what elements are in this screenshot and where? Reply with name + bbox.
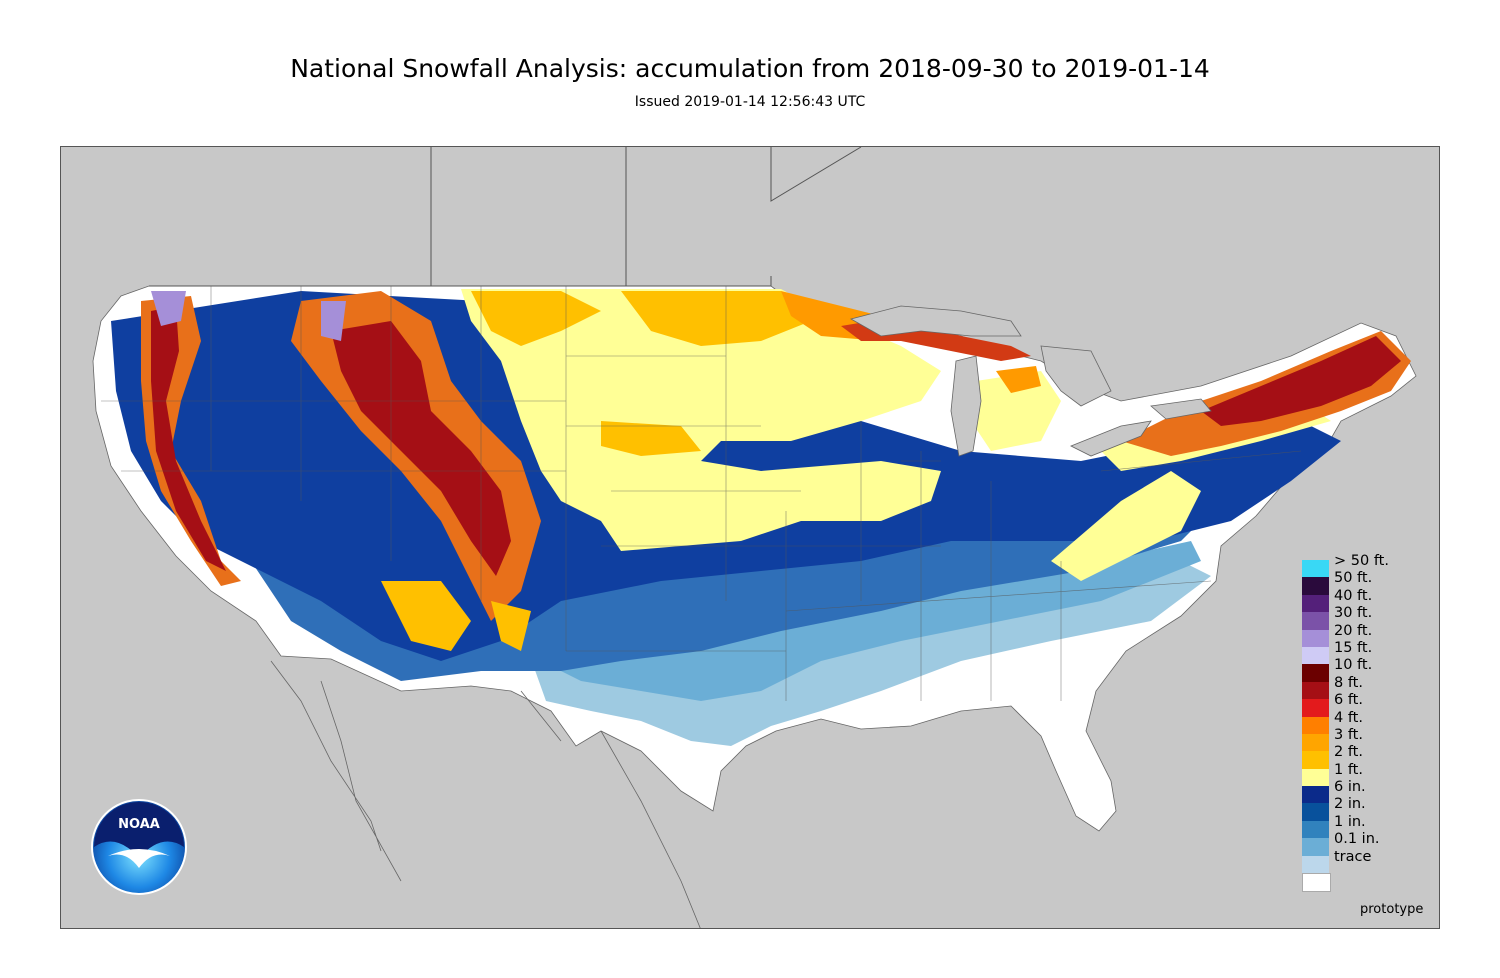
noaa-logo-text: NOAA (118, 817, 160, 832)
legend-label: 30 ft. (1334, 605, 1373, 622)
legend-swatch (1302, 612, 1329, 630)
legend-entry: 4 ft. (1302, 710, 1442, 734)
legend-swatch (1302, 560, 1329, 578)
legend-swatch (1302, 733, 1329, 752)
legend-entry: 0.1 in. (1302, 831, 1442, 856)
legend-swatch (1302, 629, 1329, 647)
legend-label: 3 ft. (1334, 726, 1363, 743)
legend-swatch (1302, 577, 1329, 595)
legend-entry: 40 ft. (1302, 588, 1442, 613)
snowfall-map-canvas (92, 147, 1417, 928)
lake-michigan (950, 355, 982, 457)
legend-label: 50 ft. (1334, 570, 1373, 587)
legend-entry: trace (1302, 849, 1442, 874)
legend-entry: 15 ft. (1302, 640, 1442, 665)
legend-label: 1 ft. (1334, 761, 1363, 778)
legend-swatch (1302, 803, 1329, 821)
noaa-logo: NOAA (90, 798, 188, 896)
one-foot-midwest (971, 371, 1061, 451)
snowfall-legend: > 50 ft. 50 ft. 40 ft. 30 ft. 20 ft. 15 ft. 10… (1302, 553, 1442, 893)
legend-entry: 3 ft. (1302, 727, 1442, 752)
legend-label: 10 ft. (1334, 657, 1373, 674)
mountain-snow-rockies-core (331, 321, 511, 576)
legend-entry: 20 ft. (1302, 623, 1442, 647)
legend-label: 6 in. (1334, 779, 1366, 796)
map-title: National Snowfall Analysis: accumulation… (290, 54, 1210, 83)
legend-entry (1302, 873, 1442, 893)
legend-swatch (1302, 716, 1329, 734)
mexico-coast (270, 660, 701, 928)
one-foot-region (461, 289, 941, 551)
legend-label: 0.1 in. (1334, 831, 1380, 848)
legend-swatch (1302, 786, 1329, 804)
legend-entry: > 50 ft. (1302, 553, 1442, 578)
legend-swatch (1302, 681, 1329, 700)
legend-entry: 2 in. (1302, 796, 1442, 821)
legend-swatch (1302, 838, 1329, 856)
legend-entry: 6 ft. (1302, 692, 1442, 717)
legend-label: 40 ft. (1334, 587, 1373, 604)
legend-entry: 1 in. (1302, 814, 1442, 839)
legend-entry: 8 ft. (1302, 675, 1442, 700)
legend-swatch (1302, 855, 1329, 874)
lake-superior (849, 305, 1022, 337)
issued-timestamp: Issued 2019-01-14 12:56:43 UTC (634, 94, 866, 110)
legend-label: 15 ft. (1334, 639, 1373, 656)
michigan-snowbelt (996, 366, 1041, 393)
legend-label: trace (1334, 848, 1372, 865)
legend-swatch (1302, 699, 1329, 717)
legend-swatch (1302, 594, 1329, 613)
legend-entry: 1 ft. (1302, 762, 1442, 787)
prototype-label: prototype (1360, 902, 1424, 917)
legend-swatch (1302, 751, 1329, 769)
legend-swatch (1302, 768, 1329, 787)
legend-entry: 50 ft. (1302, 570, 1442, 595)
legend-swatch (1302, 820, 1329, 839)
one-foot-appalachian (1051, 471, 1201, 581)
legend-label: 2 ft. (1334, 744, 1363, 761)
legend-swatch (1302, 873, 1331, 893)
legend-label: > 50 ft. (1334, 553, 1389, 569)
lake-erie (1070, 420, 1152, 457)
state-borders (101, 286, 1302, 701)
snowfall-map[interactable] (60, 146, 1440, 929)
lake-huron (1040, 345, 1112, 407)
legend-swatch (1302, 646, 1329, 665)
legend-entry: 30 ft. (1302, 605, 1442, 630)
northeast-heaviest (1201, 336, 1401, 426)
legend-label: 4 ft. (1334, 709, 1363, 726)
canada-border (149, 147, 862, 287)
legend-label: 1 in. (1334, 813, 1366, 830)
legend-label: 20 ft. (1334, 622, 1373, 639)
mountain-snow-high-peaks (151, 291, 346, 341)
legend-label: 8 ft. (1334, 674, 1363, 691)
lake-ontario (1150, 398, 1212, 420)
legend-swatch (1302, 664, 1329, 682)
legend-label: 6 ft. (1334, 692, 1363, 709)
one-inch-band (521, 541, 1201, 701)
legend-entry: 2 ft. (1302, 744, 1442, 769)
mountain-snow-cascades-core (151, 306, 226, 571)
legend-label: 2 in. (1334, 796, 1366, 813)
legend-entry: 6 in. (1302, 779, 1442, 804)
legend-entry: 10 ft. (1302, 657, 1442, 682)
mountain-snow-southwest (381, 581, 531, 651)
